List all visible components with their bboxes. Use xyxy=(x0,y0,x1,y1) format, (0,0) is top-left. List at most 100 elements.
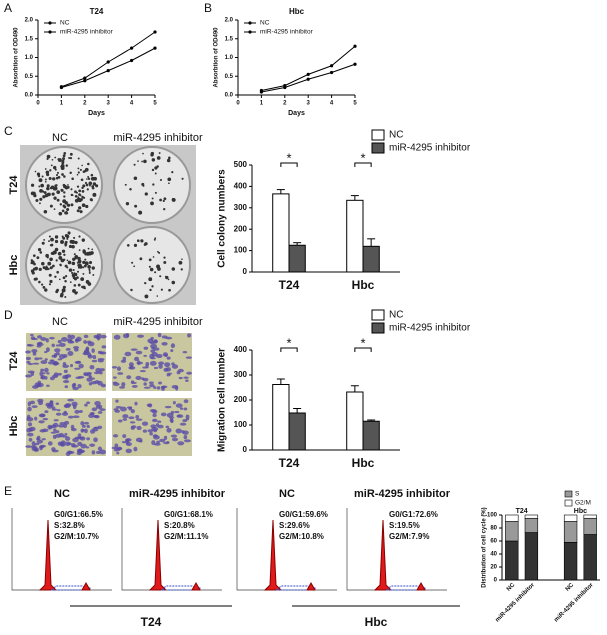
cell xyxy=(166,427,172,433)
colony-dot xyxy=(54,235,59,239)
cell xyxy=(115,406,122,409)
legend-swatch xyxy=(371,142,385,154)
cell xyxy=(118,447,122,450)
cell xyxy=(133,446,138,452)
cell xyxy=(111,446,118,450)
cell xyxy=(130,425,137,429)
colony-dot xyxy=(36,172,41,176)
colony-dot xyxy=(67,235,70,238)
colony-dot xyxy=(53,196,57,200)
x-tick-label: miR-4295 inhibitor xyxy=(553,582,595,624)
colony-dot xyxy=(90,173,94,177)
colony-dot xyxy=(63,151,67,155)
colony-dot xyxy=(88,270,91,272)
flow-stat: G0/G1:68.1% xyxy=(164,510,213,519)
cell xyxy=(165,425,170,429)
cell xyxy=(129,365,134,370)
cell xyxy=(31,441,36,446)
cell xyxy=(126,375,132,380)
cell xyxy=(153,339,158,344)
cell xyxy=(64,385,69,389)
cell xyxy=(137,334,144,338)
colony-dot xyxy=(69,239,74,244)
cell xyxy=(69,364,74,368)
colony-dot xyxy=(46,184,50,188)
colony-dot xyxy=(178,260,183,265)
cell xyxy=(53,428,57,432)
column-header: miR-4295 inhibitor xyxy=(113,132,203,144)
colony-dot xyxy=(66,204,69,207)
colony-dot xyxy=(62,276,66,280)
colony-dot xyxy=(52,177,56,181)
colony-dot xyxy=(33,194,37,198)
significance-bracket xyxy=(280,162,298,167)
colony-dot xyxy=(33,191,36,194)
cell xyxy=(135,375,142,380)
cell xyxy=(52,434,57,439)
y-tick-label: 40 xyxy=(490,552,497,558)
colony-dot xyxy=(133,243,138,247)
colony-dot xyxy=(81,164,83,167)
cell xyxy=(142,429,148,433)
colony-dot xyxy=(131,261,134,264)
colony-dot xyxy=(47,171,50,173)
y-tick-label: 100 xyxy=(234,420,248,429)
colony-dot xyxy=(134,204,138,208)
colony-dot xyxy=(160,288,163,291)
colony-dot xyxy=(60,239,64,244)
colony-dot xyxy=(66,259,69,262)
y-tick-label: 0 xyxy=(494,578,498,584)
cell xyxy=(81,424,86,428)
cell xyxy=(47,404,54,407)
point xyxy=(283,85,287,90)
colony-dot xyxy=(167,278,170,281)
cell xyxy=(25,350,31,354)
colony-dot xyxy=(80,178,84,182)
colony-dot xyxy=(157,250,159,253)
cell xyxy=(112,376,117,379)
y-tick-label: 2.0 xyxy=(225,18,234,24)
cell xyxy=(27,422,33,427)
cell xyxy=(64,433,68,436)
colony-dot xyxy=(78,206,82,210)
colony-dot xyxy=(59,203,62,206)
colony-dot xyxy=(84,252,88,256)
colony-dot xyxy=(85,183,89,187)
cell xyxy=(185,414,190,420)
colony-dot xyxy=(41,175,44,178)
cell xyxy=(32,362,40,365)
cell xyxy=(67,398,74,402)
y-axis-label: Migration cell number xyxy=(217,348,228,452)
colony-dot xyxy=(81,203,86,208)
colony-dot xyxy=(77,259,82,264)
colony-dot xyxy=(58,255,63,260)
cell xyxy=(77,441,83,446)
cell xyxy=(83,334,89,339)
colony-dot xyxy=(90,199,93,202)
cell xyxy=(153,347,160,351)
bar xyxy=(272,384,290,451)
colony-dot xyxy=(54,247,59,252)
cell xyxy=(90,429,96,434)
cell xyxy=(131,384,138,388)
cell xyxy=(149,383,155,388)
cell xyxy=(97,350,102,354)
cell xyxy=(181,430,185,434)
stack-segment xyxy=(583,517,597,535)
colony-dot xyxy=(77,171,80,174)
colony-dot xyxy=(88,261,93,265)
bar xyxy=(362,245,380,273)
cell xyxy=(86,377,93,382)
flow-stat: G2/M:10.8% xyxy=(279,532,324,541)
colony-dot xyxy=(181,177,184,180)
cell xyxy=(55,412,62,416)
cell xyxy=(41,438,46,441)
colony-dot xyxy=(62,154,66,158)
cell xyxy=(88,382,93,386)
cell xyxy=(141,377,145,381)
cell xyxy=(72,437,79,443)
colony-dot xyxy=(87,265,91,269)
cell xyxy=(166,441,170,444)
legend-swatch xyxy=(371,309,385,321)
colony-dot xyxy=(49,169,52,172)
